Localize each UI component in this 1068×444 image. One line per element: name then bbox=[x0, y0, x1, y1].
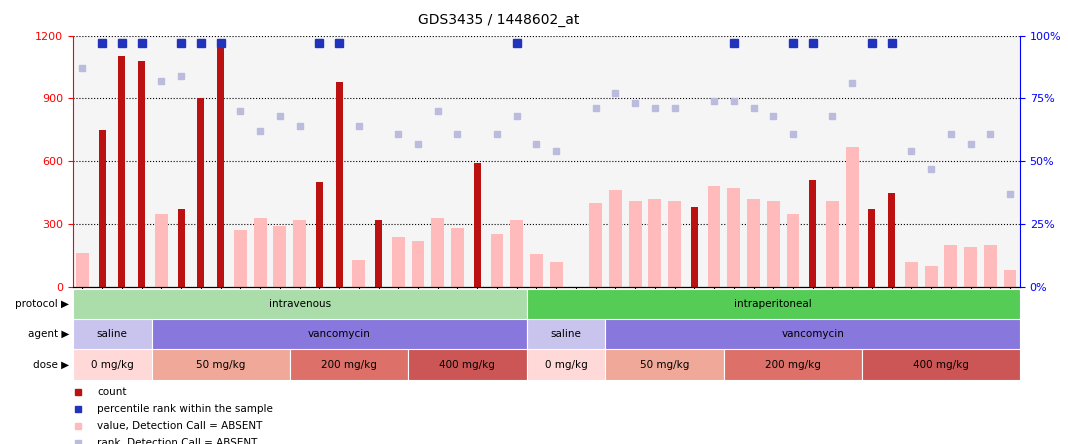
Bar bbox=[846, 147, 859, 287]
Bar bbox=[810, 180, 816, 287]
Bar bbox=[527, 319, 606, 349]
Bar bbox=[944, 245, 957, 287]
Text: agent ▶: agent ▶ bbox=[28, 329, 69, 339]
Bar bbox=[198, 99, 204, 287]
Bar bbox=[609, 190, 622, 287]
Bar bbox=[691, 207, 697, 287]
Text: saline: saline bbox=[551, 329, 581, 339]
Text: vancomycin: vancomycin bbox=[308, 329, 371, 339]
Bar bbox=[669, 201, 681, 287]
Bar bbox=[217, 46, 224, 287]
Bar bbox=[868, 209, 876, 287]
Text: count: count bbox=[97, 388, 127, 397]
Bar bbox=[629, 201, 642, 287]
Bar bbox=[590, 203, 602, 287]
Text: 0 mg/kg: 0 mg/kg bbox=[91, 360, 134, 369]
Text: 200 mg/kg: 200 mg/kg bbox=[765, 360, 821, 369]
Bar bbox=[826, 201, 838, 287]
Text: dose ▶: dose ▶ bbox=[33, 360, 69, 369]
Bar bbox=[375, 220, 382, 287]
Text: protocol ▶: protocol ▶ bbox=[15, 299, 69, 309]
Text: rank, Detection Call = ABSENT: rank, Detection Call = ABSENT bbox=[97, 438, 257, 444]
Bar bbox=[73, 289, 527, 319]
Bar bbox=[152, 319, 527, 349]
Text: value, Detection Call = ABSENT: value, Detection Call = ABSENT bbox=[97, 421, 263, 431]
Text: 50 mg/kg: 50 mg/kg bbox=[640, 360, 689, 369]
Bar bbox=[925, 266, 938, 287]
Text: percentile rank within the sample: percentile rank within the sample bbox=[97, 404, 273, 414]
Bar bbox=[905, 262, 917, 287]
Bar bbox=[474, 163, 481, 287]
Bar bbox=[724, 349, 862, 380]
Text: vancomycin: vancomycin bbox=[782, 329, 844, 339]
Bar bbox=[431, 218, 444, 287]
Bar bbox=[606, 319, 1020, 349]
Bar bbox=[352, 260, 365, 287]
Bar bbox=[748, 199, 760, 287]
Bar bbox=[76, 254, 89, 287]
Bar bbox=[648, 199, 661, 287]
Bar bbox=[606, 349, 724, 380]
Text: 50 mg/kg: 50 mg/kg bbox=[195, 360, 246, 369]
Bar bbox=[234, 230, 247, 287]
Bar bbox=[490, 234, 503, 287]
Bar bbox=[73, 349, 152, 380]
Bar bbox=[511, 220, 523, 287]
Bar bbox=[451, 228, 464, 287]
Bar bbox=[727, 188, 740, 287]
Bar bbox=[289, 349, 408, 380]
Text: saline: saline bbox=[97, 329, 127, 339]
Bar bbox=[527, 349, 606, 380]
Text: GDS3435 / 1448602_at: GDS3435 / 1448602_at bbox=[419, 13, 580, 28]
Text: intravenous: intravenous bbox=[268, 299, 331, 309]
Text: 0 mg/kg: 0 mg/kg bbox=[545, 360, 587, 369]
Bar bbox=[138, 61, 145, 287]
Bar bbox=[964, 247, 977, 287]
Bar bbox=[889, 193, 895, 287]
Bar bbox=[254, 218, 267, 287]
Bar bbox=[152, 349, 289, 380]
Bar bbox=[294, 220, 307, 287]
Bar bbox=[767, 201, 780, 287]
Bar bbox=[550, 262, 563, 287]
Bar bbox=[73, 319, 152, 349]
Text: 400 mg/kg: 400 mg/kg bbox=[913, 360, 969, 369]
Text: 400 mg/kg: 400 mg/kg bbox=[439, 360, 496, 369]
Text: intraperitoneal: intraperitoneal bbox=[735, 299, 812, 309]
Text: 200 mg/kg: 200 mg/kg bbox=[321, 360, 377, 369]
Bar bbox=[786, 214, 799, 287]
Bar bbox=[155, 214, 168, 287]
Bar bbox=[119, 56, 126, 287]
Bar bbox=[98, 130, 106, 287]
Bar bbox=[335, 82, 343, 287]
Bar bbox=[708, 186, 721, 287]
Bar bbox=[273, 226, 286, 287]
Bar bbox=[392, 237, 405, 287]
Bar bbox=[177, 209, 185, 287]
Bar bbox=[411, 241, 424, 287]
Bar bbox=[984, 245, 996, 287]
Bar bbox=[316, 182, 323, 287]
Bar bbox=[527, 289, 1020, 319]
Bar bbox=[408, 349, 527, 380]
Bar bbox=[862, 349, 1020, 380]
Bar bbox=[530, 254, 543, 287]
Bar bbox=[1004, 270, 1017, 287]
